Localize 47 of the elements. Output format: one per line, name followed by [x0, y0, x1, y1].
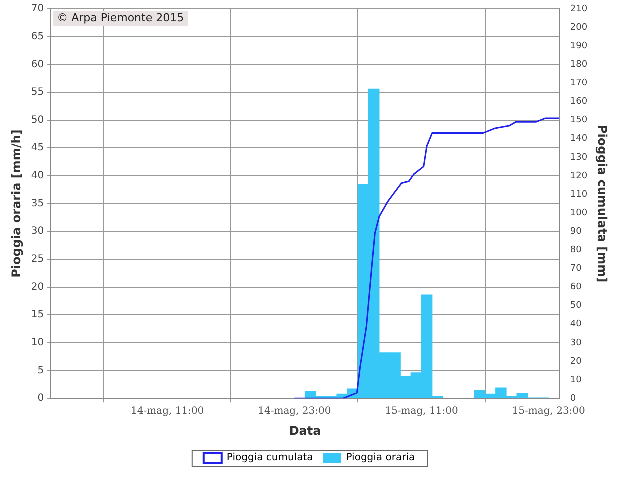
y2-tick-label: 150 [570, 116, 588, 126]
x-tick-label: 14-mag, 23:00 [258, 406, 332, 418]
y-tick-label: 50 [31, 114, 44, 126]
y-tick-label: 60 [31, 59, 44, 70]
y2-tick-label: 130 [570, 152, 588, 163]
legend-label: Pioggia oraria [346, 452, 416, 464]
y-tick-label: 15 [31, 310, 44, 321]
y-tick-label: 35 [31, 198, 44, 210]
y2-tick-label: 0 [570, 394, 576, 404]
y-tick-label: 40 [31, 170, 44, 182]
y2-tick-label: 80 [570, 246, 582, 256]
y-axis-title: Pioggia oraria [mm/h] [9, 130, 24, 278]
y2-tick-label: 110 [570, 190, 588, 200]
y-tick-label: 55 [31, 87, 44, 98]
legend-label: Pioggia cumulata [226, 452, 314, 464]
y-tick-label: 25 [31, 254, 44, 266]
y-tick-label: 0 [38, 393, 44, 404]
y-tick-label: 10 [31, 338, 44, 349]
x-axis-title: Data [289, 424, 322, 438]
y2-tick-label: 140 [570, 134, 588, 144]
y2-tick-label: 90 [570, 226, 582, 237]
annotation: © Arpa Piemonte 2015 [57, 11, 184, 24]
y2-axis-title: Pioggia cumulata [mm] [596, 124, 610, 283]
y2-tick-label: 60 [570, 282, 582, 293]
y-tick-label: 70 [31, 4, 44, 15]
y2-tick-label: 210 [570, 4, 588, 14]
y-tick-label: 45 [31, 142, 44, 154]
y2-tick-label: 20 [570, 356, 582, 367]
y2-tick-label: 200 [570, 22, 588, 33]
y2-tick-label: 120 [570, 171, 588, 182]
y-tick-label: 30 [31, 226, 44, 238]
y2-tick-label: 100 [570, 208, 588, 218]
y2-tick-label: 180 [570, 60, 588, 70]
y-tick-label: 5 [38, 365, 44, 376]
y-tick-label: 20 [31, 282, 44, 293]
y2-tick-label: 50 [570, 301, 582, 312]
y2-tick-label: 10 [570, 375, 582, 386]
x-tick-label: 14-mag, 11:00 [131, 406, 204, 418]
y2-tick-label: 170 [570, 78, 588, 89]
x-tick-label: 15-mag, 23:00 [512, 406, 586, 418]
y2-tick-label: 30 [570, 338, 582, 348]
y2-tick-label: 160 [570, 97, 588, 108]
y-tick-label: 65 [31, 31, 44, 42]
y2-tick-label: 190 [570, 41, 588, 52]
x-tick-label: 15-mag, 11:00 [385, 406, 458, 418]
y2-tick-label: 40 [570, 320, 582, 330]
y2-tick-label: 70 [570, 264, 582, 274]
